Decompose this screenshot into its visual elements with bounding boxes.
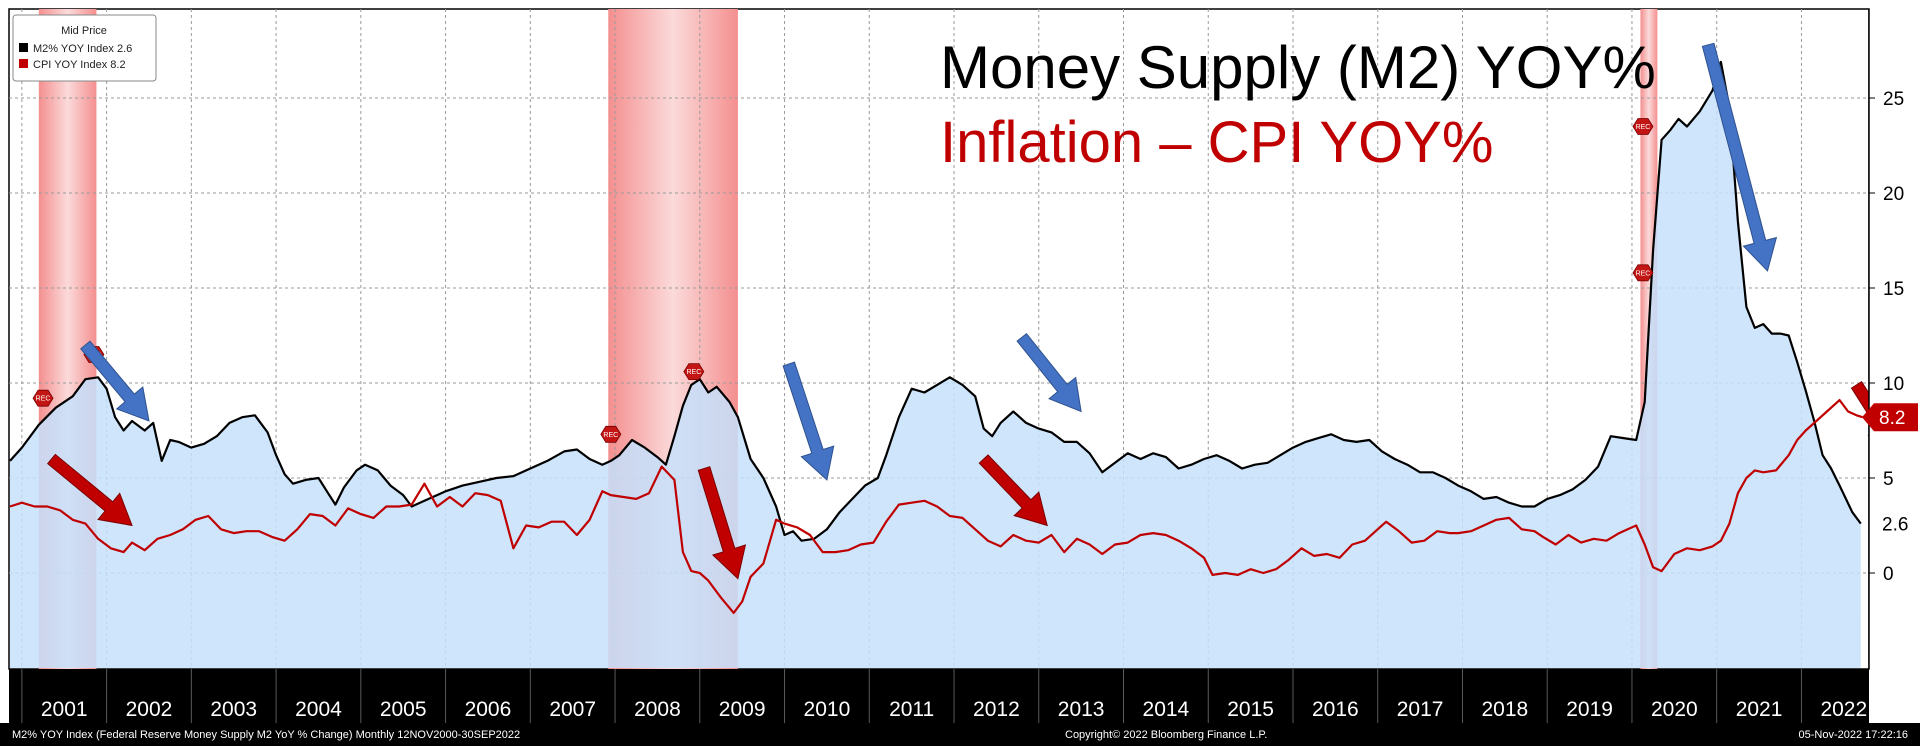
x-tick-label: 2004 [295,698,342,721]
cpi-series-line [9,399,1863,615]
blue-arrow-annotation [1701,42,1778,272]
x-axis-labels: 2001 2002 2003 2004 2005 2006 2007 2008 2009 2010… [21,669,1867,723]
x-tick-label: 2002 [126,698,173,721]
rec-marker: REC [32,389,54,407]
x-tick-label: 2003 [210,698,257,721]
legend-last-cpi: 8.2 [110,59,125,71]
x-tick-label: 2009 [719,698,766,721]
last-value-labels: 2.6 8.2 [1862,403,1918,536]
blue-arrow-annotation [80,340,150,422]
legend-box [12,14,157,82]
annotation-arrows [46,42,1900,580]
y-tick-label: 0 [1883,564,1894,585]
m2-area-fill [10,61,1861,668]
rec-marker-shape [600,425,622,443]
rec-marker-label: REC [1636,270,1651,277]
rec-marker-label: REC [686,369,701,376]
last-value-badge [1862,403,1918,432]
rec-marker: REC [1632,118,1654,135]
chart-subtitle: Inflation – CPI YOY% [940,110,1493,175]
x-tick-label: 2014 [1143,698,1190,721]
footer-bar [0,723,1920,746]
y-tick-label: 10 [1883,374,1904,395]
footer-left: M2% YOY Index (Federal Reserve Money Sup… [12,729,520,741]
legend-last-m2: 2.6 [117,43,132,55]
footer-center: Copyright© 2022 Bloomberg Finance L.P. [1065,729,1267,741]
chart-title: Money Supply (M2) YOY% [940,34,1656,101]
legend-label-cpi: CPI YOY Index 8.2 [33,59,126,71]
blue-arrow-annotation [782,361,835,481]
legend: Mid Price M2% YOY Index 2.6 CPI YOY Inde… [12,14,157,82]
right-axis-panel [1869,9,1919,669]
x-tick-label: 2001 [41,698,88,721]
rec-marker: REC [683,363,705,381]
x-tick-label: 2018 [1481,698,1528,721]
x-tick-label: 2017 [1397,698,1444,721]
rec-marker-shape [683,363,705,381]
x-tick-label: 2006 [465,698,512,721]
x-tick-label: 2005 [380,698,427,721]
rec-marker: REC [600,425,622,443]
y-tick-label: 25 [1883,89,1904,110]
red-arrow-annotation [697,466,747,580]
rec-marker-shape [1632,118,1654,135]
legend-label-m2: M2% YOY Index 2.6 [33,43,132,55]
legend-swatch-cpi [19,59,28,68]
m2-series-line [9,60,1862,542]
x-tick-label: 2007 [549,698,596,721]
gridlines [9,9,1869,669]
x-tick-label: 2021 [1736,698,1783,721]
x-tick-label: 2011 [889,698,934,721]
rec-marker-label: REC [603,432,618,439]
y-tick-label: 20 [1883,184,1904,205]
y-tick-label: 5 [1883,469,1894,490]
red-arrow-annotation [978,454,1048,527]
footer-right: 05-Nov-2022 17:22:16 [1799,729,1908,741]
x-tick-label: 2022 [1820,698,1867,721]
legend-swatch-m2 [19,43,28,52]
x-tick-label: 2020 [1651,698,1698,721]
last-value-label: 2.6 [1882,515,1908,536]
legend-header: Mid Price [61,25,107,37]
y-tick-label: 15 [1883,279,1904,300]
rec-marker-shape [1632,264,1654,282]
rec-marker-shape [32,389,54,407]
series-lines [9,60,1863,615]
m2-area [10,61,1861,668]
x-tick-label: 2015 [1227,698,1274,721]
x-tick-label: 2019 [1566,698,1613,721]
x-tick-label: 2016 [1312,698,1359,721]
x-tick-label: 2012 [973,698,1020,721]
x-tick-label: 2010 [804,698,851,721]
rec-marker: REC [1632,264,1654,282]
last-value-text: 8.2 [1879,408,1905,429]
last-value-label: 8.2 [1862,403,1918,432]
rec-marker-label: REC [36,396,51,403]
rec-marker-label: REC [1636,124,1651,131]
x-tick-label: 2008 [634,698,681,721]
blue-arrow-annotation [1016,333,1082,413]
last-value-text: 2.6 [1882,515,1908,536]
y-ticks: 0 5 10 15 20 25 [1869,89,1904,585]
red-arrow-annotation [46,453,133,527]
x-tick-label: 2013 [1058,698,1105,721]
x-axis-bar [9,669,1869,723]
